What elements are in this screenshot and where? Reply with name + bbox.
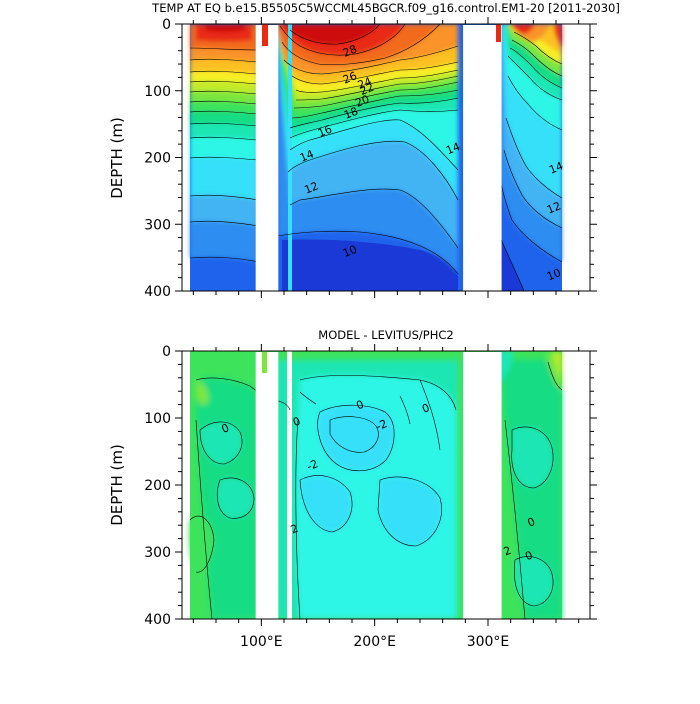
top-y-tick-label: 0	[162, 17, 171, 33]
bottom-island-patch	[262, 351, 267, 373]
bottom-y-tick-label: 100	[144, 411, 171, 427]
x-tick-label: 200°E	[353, 634, 396, 650]
bottom-panel-title: MODEL - LEVITUS/PHC2	[318, 328, 453, 342]
x-tick-label: 300°E	[467, 634, 510, 650]
bottom-y-tick-label: 400	[144, 612, 171, 628]
top-y-tick-label: 400	[144, 284, 171, 300]
bottom-contour-lines	[189, 361, 563, 619]
bottom-x-axis: 100°E 200°E 300°E	[192, 344, 580, 650]
top-y-tick-label: 100	[144, 84, 171, 100]
top-contour-label: 14	[444, 140, 462, 157]
bottom-contour-label: 0	[420, 401, 431, 416]
top-coast-patch	[496, 24, 501, 42]
top-panel-title: TEMP AT EQ b.e15.B5505C5WCCML45BGCR.f09_…	[151, 1, 620, 15]
top-contour-lines	[189, 24, 563, 291]
bottom-land-gap-maritime	[255, 352, 279, 619]
top-panel: TEMP AT EQ b.e15.B5505C5WCCML45BGCR.f09_…	[108, 1, 620, 300]
top-land-gap-americas	[463, 25, 502, 291]
bottom-y-tick-label: 0	[162, 344, 171, 360]
bottom-narrow-sliver	[287, 351, 292, 619]
bottom-contour-label: -2	[305, 457, 320, 473]
top-contour-label: 18	[342, 105, 360, 122]
top-y-axis: 0 100 200 300 400	[144, 17, 597, 300]
top-contour-label: 28	[341, 43, 359, 60]
fill-band-below-10	[282, 239, 458, 291]
bottom-y-axis-label: DEPTH (m)	[108, 444, 126, 526]
bottom-contour-label: 0	[526, 515, 537, 530]
bottom-contour-label: 0	[523, 548, 534, 563]
top-contour-label: 14	[547, 159, 565, 176]
top-contour-label: 22	[358, 81, 376, 98]
top-contour-label: 24	[356, 75, 374, 92]
top-contour-label: 20	[353, 93, 371, 110]
bottom-anomaly-field	[189, 351, 562, 619]
top-island-patch	[262, 24, 268, 46]
bottom-land-gap-americas	[463, 352, 502, 619]
top-temperature-field	[190, 24, 562, 291]
top-y-tick-label: 200	[144, 151, 171, 167]
top-contour-label: 12	[545, 199, 563, 216]
bottom-contour-label: 0	[220, 421, 231, 436]
bottom-panel: MODEL - LEVITUS/PHC2	[108, 328, 597, 650]
top-x-ticks	[192, 17, 580, 298]
top-contour-label: 26	[341, 69, 359, 86]
bottom-contour-label: 2	[502, 544, 513, 559]
bottom-y-tick-label: 300	[144, 545, 171, 561]
top-land-gap-maritime	[255, 25, 279, 291]
top-contour-label: 14	[298, 147, 316, 164]
top-narrow-sliver	[288, 24, 292, 291]
top-contour-label: 10	[545, 266, 563, 283]
bottom-contour-label: 0	[354, 398, 365, 413]
top-contour-label: 12	[302, 179, 320, 196]
top-contour-label: 10	[341, 243, 359, 260]
bottom-y-tick-label: 200	[144, 478, 171, 494]
x-tick-label: 100°E	[240, 634, 283, 650]
bottom-contour-label: 2	[289, 522, 300, 537]
top-y-tick-label: 300	[144, 217, 171, 233]
bottom-contour-label: 0	[291, 414, 302, 429]
top-contour-label: 16	[316, 123, 334, 140]
top-y-axis-label: DEPTH (m)	[108, 117, 126, 199]
bottom-contour-label: -2	[374, 417, 389, 433]
